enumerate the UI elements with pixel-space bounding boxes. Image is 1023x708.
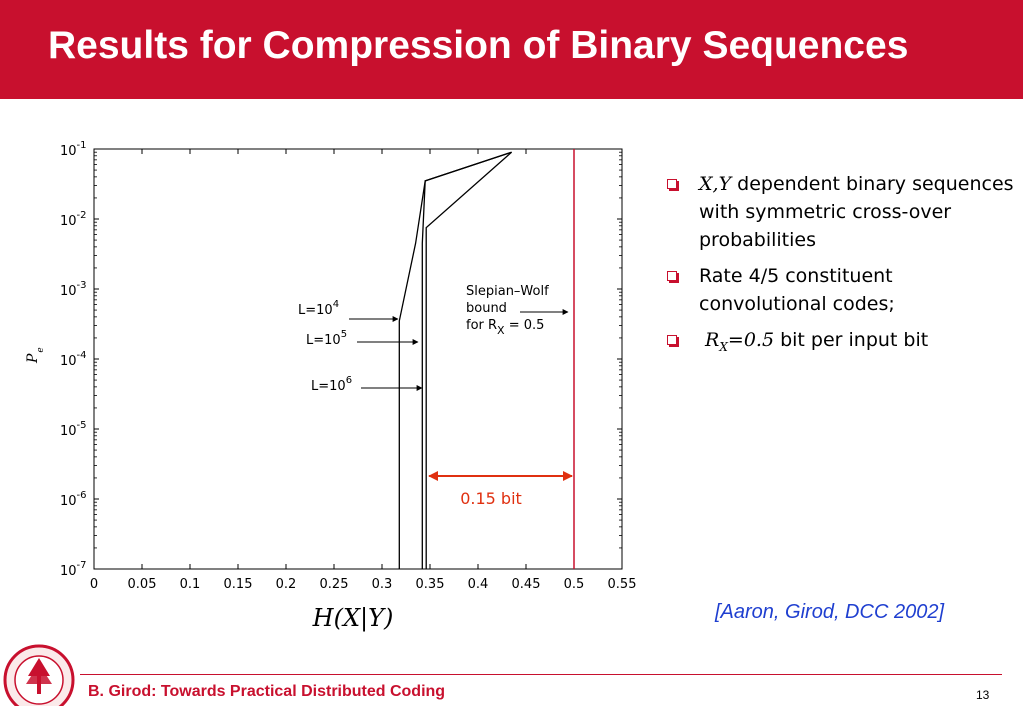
label-L1e5: L=105 xyxy=(306,329,347,348)
bullet-item: RX=0.5 bit per input bit xyxy=(665,326,1015,361)
title-bar xyxy=(0,0,1023,99)
bullet-math: X,Y xyxy=(699,173,732,195)
y-tick-label: 10-3 xyxy=(60,280,87,299)
y-tick-label: 10-5 xyxy=(60,420,87,439)
citation: [Aaron, Girod, DCC 2002] xyxy=(715,601,944,623)
x-tick-label: 0.45 xyxy=(512,577,541,592)
plot-frame xyxy=(93,148,623,570)
bullet-text: Rate 4/5 constituent convolutional codes… xyxy=(699,265,895,315)
x-tick-label: 0 xyxy=(90,577,98,592)
x-tick-label: 0.1 xyxy=(180,577,201,592)
x-tick-label: 0.25 xyxy=(320,577,349,592)
page-number: 13 xyxy=(976,688,990,702)
x-tick-label: 0.55 xyxy=(608,577,637,592)
bullet-list: X,Y dependent binary sequences with symm… xyxy=(665,170,1015,369)
y-tick-label: 10-6 xyxy=(60,490,87,509)
sw-label-line3: for RX = 0.5 xyxy=(466,318,544,337)
bullet-math-sub: X xyxy=(719,339,728,354)
x-tick-label: 0.35 xyxy=(416,577,445,592)
label-L1e4: L=104 xyxy=(298,299,339,318)
x-tick-label: 0.15 xyxy=(224,577,253,592)
x-tick-label: 0.2 xyxy=(276,577,297,592)
x-tick-label: 0.05 xyxy=(128,577,157,592)
square-bullet-icon xyxy=(667,179,677,189)
y-tick-label: 10-1 xyxy=(60,140,87,159)
footer-title: B. Girod: Towards Practical Distributed … xyxy=(88,683,446,700)
x-tick-label: 0.3 xyxy=(372,577,393,592)
series-line xyxy=(425,151,513,569)
sw-label-line2: bound xyxy=(466,301,507,316)
slide-title: Results for Compression of Binary Sequen… xyxy=(48,24,909,67)
sw-label-line1: Slepian–Wolf xyxy=(466,284,549,299)
y-tick-label: 10-2 xyxy=(60,210,87,229)
x-axis-label: H(X|Y) xyxy=(312,604,394,633)
stanford-seal-logo xyxy=(3,644,75,706)
y-axis-label: Pe xyxy=(25,347,46,364)
bullet-text: bit per input bit xyxy=(774,329,929,351)
y-tick-label: 10-7 xyxy=(60,560,87,579)
bullet-math: R xyxy=(705,329,720,351)
square-bullet-icon xyxy=(667,335,677,345)
bullet-item: Rate 4/5 constituent convolutional codes… xyxy=(665,262,1015,318)
label-L1e6: L=106 xyxy=(311,375,352,394)
y-tick-label: 10-4 xyxy=(60,350,87,369)
bullet-item: X,Y dependent binary sequences with symm… xyxy=(665,170,1015,254)
bullet-math-value: =0.5 xyxy=(727,329,775,351)
x-tick-label: 0.4 xyxy=(468,577,489,592)
footer-divider xyxy=(80,674,1002,675)
bullet-text: dependent binary sequences with symmetri… xyxy=(699,173,1014,251)
series-line xyxy=(421,151,512,569)
square-bullet-icon xyxy=(667,271,677,281)
gap-label: 0.15 bit xyxy=(460,489,522,508)
x-tick-label: 0.5 xyxy=(564,577,585,592)
